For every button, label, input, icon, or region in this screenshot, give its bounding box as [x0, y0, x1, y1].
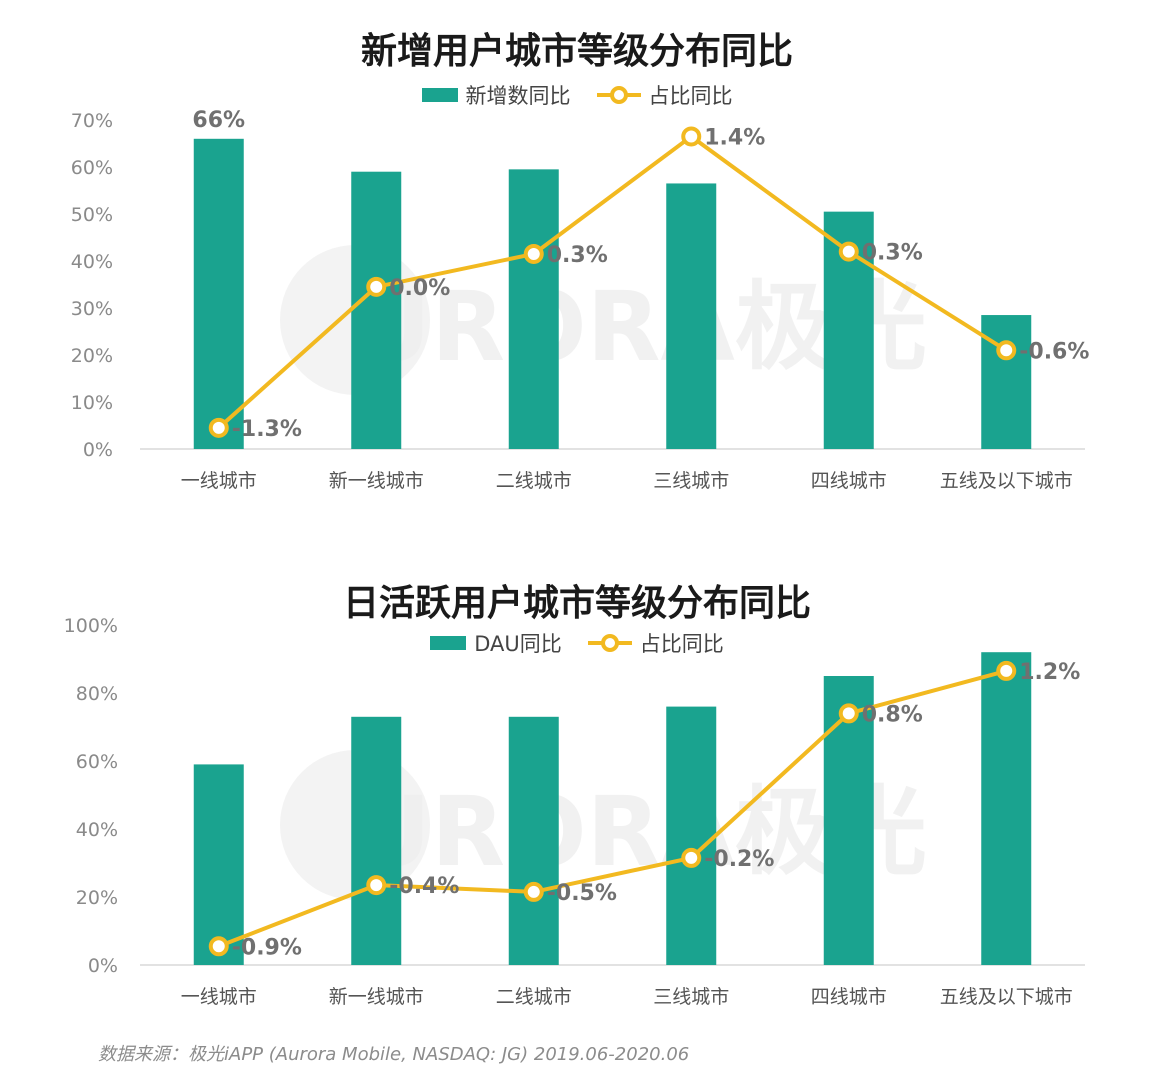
legend-bar-swatch — [421, 88, 458, 102]
chart-dau: 日活跃用户城市等级分布同比 DAU同比 占比同比 URORA极光 0% 20% 40%… — [0, 560, 1154, 1030]
x-tick-label: 五线及以下城市 — [940, 470, 1073, 492]
line-data-label: -1.3% — [232, 417, 302, 442]
legend-label: DAU同比 — [474, 632, 562, 656]
bar — [351, 171, 402, 449]
bar — [666, 706, 717, 965]
legend-line-swatch — [587, 634, 632, 652]
bar — [508, 716, 559, 965]
x-tick-label: 新一线城市 — [329, 986, 424, 1008]
line-data-label: 0.8% — [862, 702, 923, 727]
line-point — [208, 417, 229, 438]
chart-title: 日活跃用户城市等级分布同比 — [342, 583, 811, 624]
line-point — [208, 936, 229, 957]
series-line — [218, 668, 1007, 949]
y-tick-label: 20% — [71, 345, 113, 367]
x-tick-label: 四线城市 — [811, 470, 887, 492]
legend: 新增数同比 占比同比 — [0, 80, 1154, 110]
source-footnote: 数据来源：极光iAPP (Aurora Mobile, NASDAQ: JG) … — [98, 1044, 690, 1065]
line-data-label: -0.9% — [232, 935, 302, 960]
series-line — [217, 134, 1008, 430]
bar — [981, 315, 1032, 449]
x-tick-label: 三线城市 — [653, 470, 729, 492]
bar — [666, 183, 717, 449]
y-tick-label: 80% — [76, 683, 118, 705]
x-tick-label: 一线城市 — [181, 986, 257, 1008]
line-data-label: -0.2% — [704, 847, 774, 872]
bar — [981, 652, 1032, 965]
legend-item-bar: 新增数同比 — [421, 80, 571, 110]
bar — [193, 764, 244, 965]
y-tick-label: 60% — [71, 157, 113, 179]
y-tick-label: 100% — [64, 615, 118, 637]
line-point — [523, 243, 544, 264]
chart-new-users: 新增用户城市等级分布同比 新增数同比 占比同比 URORA极光 0% 10% 20% 3… — [0, 0, 1154, 520]
legend-item-bar: DAU同比 — [430, 628, 562, 658]
x-tick-label: 五线及以下城市 — [940, 986, 1073, 1008]
legend-item-line: 占比同比 — [587, 628, 724, 658]
y-tick-label: 70% — [71, 110, 113, 132]
y-tick-label: 0% — [88, 955, 118, 977]
bar — [823, 676, 874, 965]
line-point — [523, 881, 544, 902]
x-tick-label: 新一线城市 — [329, 470, 424, 492]
x-tick-label: 二线城市 — [496, 470, 572, 492]
y-tick-label: 60% — [76, 751, 118, 773]
line-point — [681, 847, 702, 868]
y-tick-label: 40% — [71, 251, 113, 273]
x-tick-label: 一线城市 — [181, 470, 257, 492]
line-point — [996, 340, 1017, 361]
y-tick-label: 40% — [76, 819, 118, 841]
line-data-label: 0.3% — [547, 243, 608, 268]
legend: DAU同比 占比同比 — [0, 628, 1154, 658]
legend-label: 占比同比 — [648, 84, 733, 108]
line-point — [366, 276, 387, 297]
bar — [193, 138, 244, 450]
line-point — [366, 875, 387, 896]
legend-line-swatch — [596, 86, 641, 104]
bar-data-label: 66% — [192, 108, 245, 133]
y-tick-label: 0% — [83, 439, 113, 461]
x-tick-label: 二线城市 — [496, 986, 572, 1008]
chart-title: 新增用户城市等级分布同比 — [360, 31, 793, 72]
bar — [351, 716, 402, 965]
line-data-label: 1.2% — [1019, 660, 1080, 685]
line-point — [838, 241, 859, 262]
legend-label: 占比同比 — [639, 632, 724, 656]
y-tick-label: 30% — [71, 298, 113, 320]
line-data-label: -0.6% — [1019, 339, 1089, 364]
y-tick-label: 10% — [71, 392, 113, 414]
line-data-label: 0.3% — [862, 241, 923, 266]
line-point — [996, 660, 1017, 681]
line-data-label: 1.4% — [704, 125, 765, 150]
legend-item-line: 占比同比 — [596, 80, 733, 110]
x-tick-label: 三线城市 — [653, 986, 729, 1008]
line-point — [838, 703, 859, 724]
line-point — [681, 126, 702, 147]
bar — [508, 169, 559, 449]
y-tick-label: 20% — [76, 887, 118, 909]
y-tick-label: 50% — [71, 204, 113, 226]
legend-bar-swatch — [430, 636, 467, 650]
line-data-label: -0.5% — [547, 881, 617, 906]
line-data-label: 0.0% — [389, 276, 450, 301]
legend-label: 新增数同比 — [465, 84, 571, 108]
line-data-label: -0.4% — [389, 874, 459, 899]
x-tick-label: 四线城市 — [811, 986, 887, 1008]
